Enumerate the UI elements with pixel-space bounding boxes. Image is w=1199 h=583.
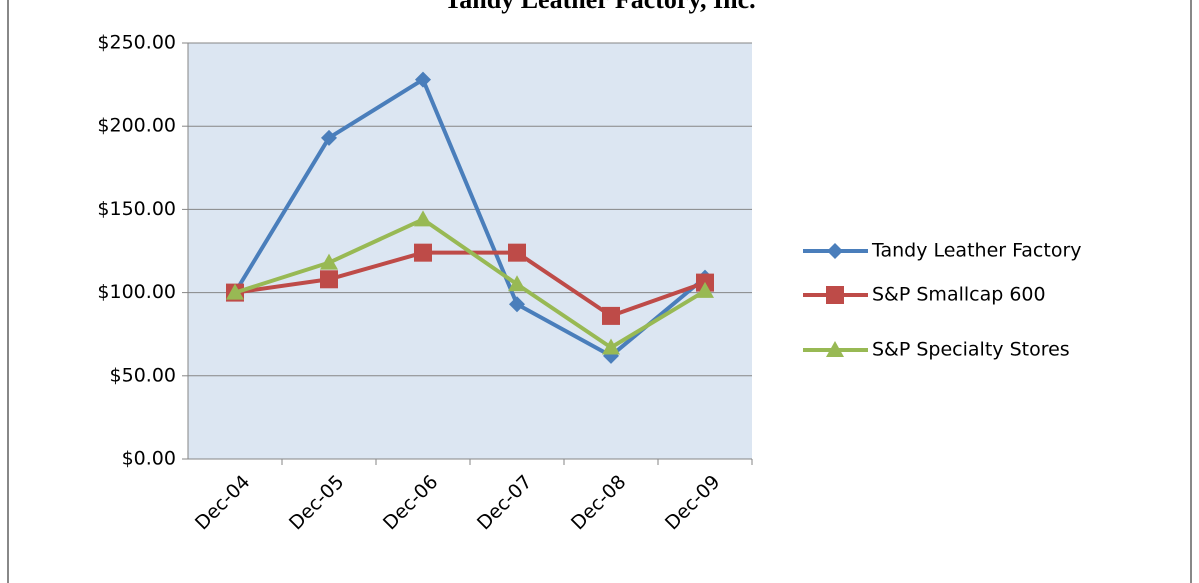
legend-marker (826, 286, 844, 304)
data-point (508, 243, 526, 262)
legend-label: Tandy Leather Factory (871, 240, 1082, 262)
data-point (508, 275, 526, 292)
y-tick-label: $200.00 (97, 115, 176, 137)
data-point (602, 306, 620, 325)
data-point (696, 281, 714, 298)
legend-label: S&P Specialty Stores (872, 339, 1070, 361)
data-point (321, 129, 337, 146)
data-point (509, 296, 525, 313)
legend-label: S&P Smallcap 600 (872, 284, 1046, 306)
data-point (320, 270, 338, 289)
data-point (602, 338, 620, 355)
y-tick-label: $100.00 (97, 281, 176, 303)
series-line (233, 77, 707, 358)
legend-marker (826, 341, 844, 357)
series-line (234, 217, 707, 350)
legend-marker (827, 243, 843, 259)
y-tick-label: $250.00 (97, 32, 176, 54)
data-point (226, 283, 244, 300)
data-point (414, 210, 432, 227)
y-tick-label: $50.00 (110, 364, 176, 386)
y-tick-label: $0.00 (122, 448, 176, 470)
y-tick-label: $150.00 (97, 198, 176, 220)
data-point (320, 253, 338, 270)
data-point (415, 71, 431, 88)
chart-title: Tandy Leather Factory, Inc. (444, 0, 755, 14)
data-point (414, 243, 432, 262)
